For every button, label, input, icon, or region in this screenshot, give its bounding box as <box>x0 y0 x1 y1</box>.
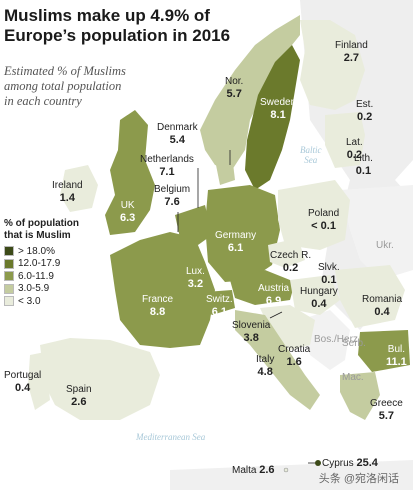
label-sweden: Sweden 8.1 <box>260 97 297 121</box>
label-macedonia: Mac. <box>342 372 364 383</box>
legend-swatch <box>4 271 14 282</box>
label-austria: Austria 6.9 <box>258 283 290 307</box>
subtitle-line-3: in each country <box>4 94 82 108</box>
title-line-1: Muslims make up 4.9% of <box>4 6 210 25</box>
label-denmark: Denmark 5.4 <box>157 122 198 146</box>
label-slovakia: Slvk. 0.1 <box>318 262 340 286</box>
bulgaria-shape <box>358 330 410 372</box>
label-spain: Spain 2.6 <box>66 384 92 408</box>
legend-label: > 18.0% <box>18 245 55 257</box>
label-malta: Malta 2.6 <box>232 464 275 476</box>
italy-shape <box>235 310 320 410</box>
legend-swatch <box>4 246 14 257</box>
label-croatia: Croatia 1.6 <box>278 344 311 368</box>
label-switzerland: Switz. 6.1 <box>206 294 233 318</box>
label-bosnia: Bos./Herz. <box>314 334 361 345</box>
label-bulgaria: Bul. 11.1 <box>386 344 407 368</box>
czech-shape <box>268 238 305 268</box>
map-title: Muslims make up 4.9% of Europe’s populat… <box>4 6 264 46</box>
legend-item: 6.0-11.9 <box>4 270 100 283</box>
legend-title: % of population that is Muslim <box>4 218 100 242</box>
legend-label: 6.0-11.9 <box>18 270 54 282</box>
poland-shape <box>278 180 350 250</box>
legend-label: < 3.0 <box>18 295 41 307</box>
label-france: France 8.8 <box>142 294 174 318</box>
title-line-2: Europe’s population in 2016 <box>4 26 231 45</box>
legend-label: 3.0-5.9 <box>18 283 50 295</box>
sweden-shape <box>245 45 300 190</box>
label-latvia: Lat. 0.2 <box>346 137 363 161</box>
label-finland: Finland 2.7 <box>335 40 368 64</box>
north-africa <box>170 460 413 490</box>
label-serbia: Serb. <box>342 338 366 349</box>
label-belgium: Belgium 7.6 <box>154 184 191 208</box>
label-portugal: Portugal 0.4 <box>4 370 42 394</box>
label-estonia: Est. 0.2 <box>356 99 374 123</box>
map-subtitle: Estimated % of Muslims among total popul… <box>4 64 194 109</box>
watermark: 头条 @宛洛闲话 <box>318 473 399 485</box>
label-lithuania: Lith. 0.1 <box>354 153 373 177</box>
label-netherlands: Netherlands 7.1 <box>140 154 194 178</box>
subtitle-line-1: Estimated % of Muslims <box>4 64 126 78</box>
label-romania: Romania 0.4 <box>362 294 403 318</box>
france-shape <box>110 232 215 348</box>
legend-item: 12.0-17.9 <box>4 258 100 271</box>
cyprus-marker <box>315 460 321 466</box>
label-italy: Italy 4.8 <box>256 354 275 378</box>
greece-shape <box>340 372 380 420</box>
legend-swatch <box>4 283 14 294</box>
legend-item: < 3.0 <box>4 295 100 308</box>
hungary-shape <box>290 275 340 315</box>
legend-title-line-1: % of population <box>4 218 79 229</box>
legend: % of population that is Muslim > 18.0% 1… <box>4 218 100 308</box>
label-norway: Nor. 5.7 <box>225 76 244 100</box>
label-germany: Germany 6.1 <box>215 230 257 254</box>
legend-title-line-2: that is Muslim <box>4 230 71 241</box>
label-czech: Czech R. 0.2 <box>270 250 312 274</box>
germany-shape <box>205 185 280 282</box>
subtitle-line-2: among total population <box>4 79 122 93</box>
label-luxembourg: Lux. 3.2 <box>186 266 205 290</box>
legend-item: 3.0-5.9 <box>4 283 100 296</box>
portugal-shape <box>28 352 50 410</box>
legend-swatch <box>4 258 14 269</box>
legend-label: 12.0-17.9 <box>18 258 61 270</box>
switzerland-shape <box>200 290 235 315</box>
baltics-shape <box>325 112 365 168</box>
ireland-shape <box>60 165 98 212</box>
ukraine-region <box>340 185 413 280</box>
baltic-sea-label: Baltic Sea <box>300 145 322 165</box>
austria-shape <box>230 270 295 305</box>
finland-shape <box>300 20 365 110</box>
benelux-shape <box>175 205 212 245</box>
norway-shape <box>200 15 300 170</box>
label-greece: Greece 5.7 <box>370 398 403 422</box>
label-uk: UK 6.3 <box>120 200 136 224</box>
mediterranean-sea-label: Mediterranean Sea <box>136 432 206 442</box>
label-ukraine: Ukr. <box>376 240 394 251</box>
malta-marker <box>283 467 289 473</box>
label-cyprus: Cyprus 25.4 <box>322 457 378 469</box>
romania-shape <box>335 265 405 328</box>
label-hungary: Hungary 0.4 <box>300 286 338 310</box>
slovenia-leader <box>269 311 283 319</box>
spain-shape <box>40 338 160 420</box>
uk-shape <box>105 110 155 235</box>
legend-swatch <box>4 296 14 307</box>
legend-item: > 18.0% <box>4 245 100 258</box>
label-poland: Poland < 0.1 <box>308 208 340 232</box>
label-slovenia: Slovenia 3.8 <box>232 320 271 344</box>
label-ireland: Ireland 1.4 <box>52 180 83 204</box>
